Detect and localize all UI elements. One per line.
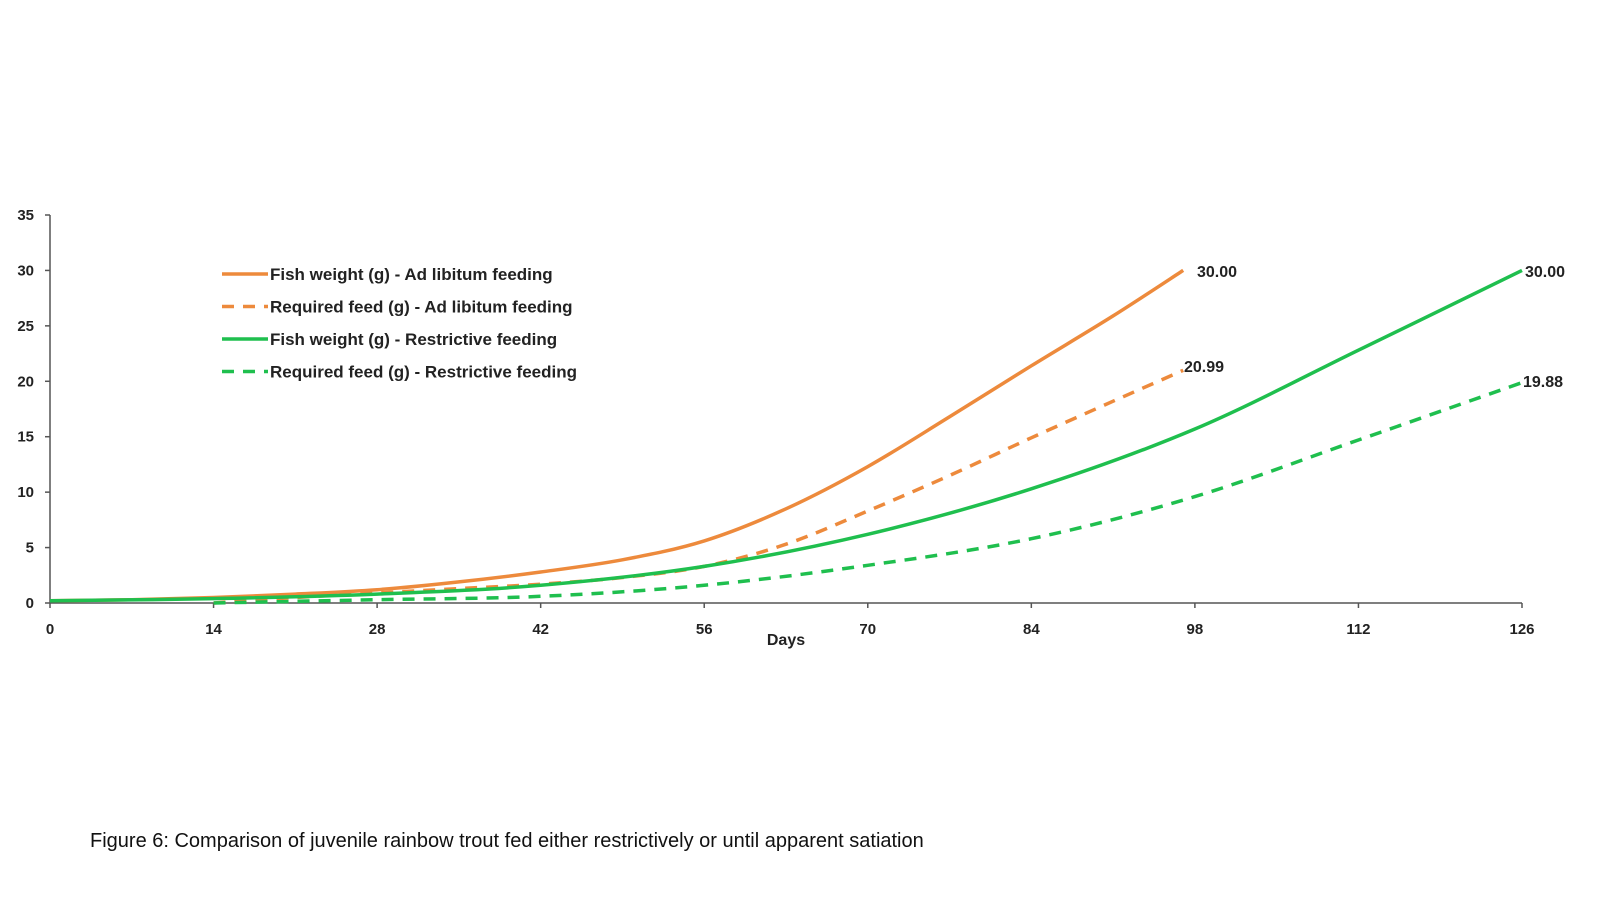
figure-caption: Figure 6: Comparison of juvenile rainbow…	[90, 830, 924, 852]
y-tick-label: 15	[17, 429, 34, 446]
x-tick-label: 56	[696, 621, 713, 638]
x-axis-label: Days	[767, 632, 805, 649]
x-tick-label: 126	[1509, 621, 1534, 638]
series-required-feed-restrictive-end-label: 19.88	[1523, 374, 1563, 391]
series-fish-weight-restrictive-end-label: 30.00	[1525, 264, 1565, 281]
x-tick-label: 0	[46, 621, 54, 638]
series-fish-weight-restrictive-line	[49, 268, 1523, 603]
legend-label-1: Fish weight (g) - Ad libitum feeding	[270, 265, 553, 284]
series-fish-weight-ad-libitum-line	[49, 268, 1185, 603]
legend-label-4: Required feed (g) - Restrictive feeding	[270, 363, 577, 382]
y-tick-label: 20	[17, 373, 34, 390]
y-tick-label: 0	[26, 595, 34, 612]
y-tick-label: 5	[26, 540, 34, 557]
y-tick-label: 30	[17, 262, 34, 279]
series-required-feed-restrictive-line	[213, 380, 1523, 605]
x-tick-label: 84	[1023, 621, 1040, 638]
series-fish-weight-ad-libitum-end-label: 30.00	[1197, 264, 1237, 281]
x-tick-label: 42	[532, 621, 549, 638]
x-tick-label: 28	[369, 621, 386, 638]
y-tick-label: 10	[17, 484, 34, 501]
legend-label-3: Fish weight (g) - Restrictive feeding	[270, 330, 557, 349]
x-tick-label: 14	[205, 621, 222, 638]
y-tick-label: 25	[17, 318, 34, 335]
x-tick-label: 98	[1187, 621, 1204, 638]
y-tick-label: 35	[17, 207, 34, 224]
x-tick-label: 70	[859, 621, 876, 638]
series-required-feed-ad-libitum-end-label: 20.99	[1184, 359, 1224, 376]
x-tick-label: 112	[1346, 621, 1370, 638]
legend-label-2: Required feed (g) - Ad libitum feeding	[270, 298, 573, 317]
